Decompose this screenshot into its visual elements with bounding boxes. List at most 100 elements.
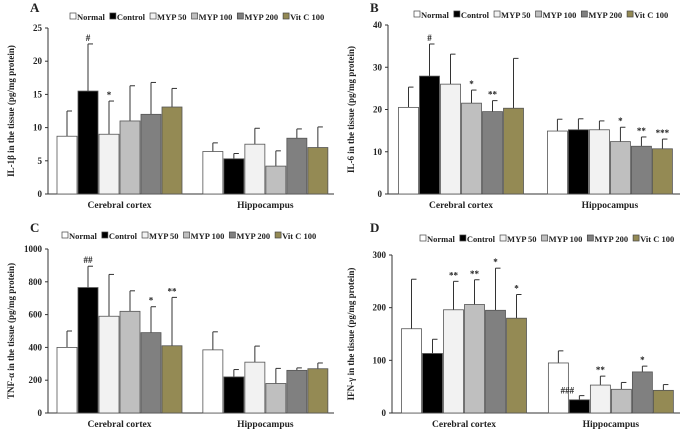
bar-control [422,353,443,414]
chart-b: B Normal Control MYP 50 MYP 100 MYP 200 Vit C … [346,0,680,211]
bar-myp-100 [265,165,287,195]
bar-normal [401,328,422,414]
legend-swatch [413,10,421,18]
bar-myp-50 [244,361,266,414]
legend-label: Vit C 100 [640,234,674,244]
legend-swatch [493,10,501,18]
panel-label: C [30,220,39,235]
x-category-label: Cerebral cortex [88,420,152,430]
bar-myp-100 [119,310,141,414]
legend-swatch [69,12,77,20]
x-category-label: Hippocampus [237,201,294,211]
bar-myp-100 [610,388,632,414]
y-axis-label: IL-6 in the tissue (pg/mg protein) [346,46,356,173]
bar-vit-c-100 [307,147,329,195]
significance-marker: ### [561,386,575,396]
y-tick-label: 30 [373,62,383,72]
bar-myp-100 [119,120,141,195]
bar-myp-100 [461,102,482,195]
y-axis-label: IL-1β in the tissue (pg/mg protein) [6,45,16,177]
bar-myp-100 [610,141,631,195]
legend-swatch [282,12,290,20]
y-tick-label: 400 [29,342,43,352]
bar-myp-50 [98,315,120,414]
bar-control [568,399,590,414]
bar-myp-200 [482,111,503,195]
legend-swatch [535,10,542,18]
bar-control [77,287,99,414]
legend-label: Control [461,10,490,20]
significance-marker: ** [488,90,498,100]
legend-label: Normal [421,10,449,20]
legend-label: MYP 100 [191,231,225,241]
legend-label: Vit C 100 [282,231,316,241]
bar-vit-c-100 [161,345,183,414]
y-tick-label: 20 [33,56,43,66]
bar-normal [202,151,224,195]
bar-normal [56,347,78,414]
legend-label: Vit C 100 [290,12,324,22]
significance-marker: ** [596,365,606,375]
bar-normal [56,135,78,195]
legend-swatch [236,12,244,20]
legend-label: Normal [77,12,105,22]
chart-a: A Normal Control MYP 50 MYP 100 MYP 200 Vit C … [6,0,334,211]
legend-label: MYP 100 [199,12,233,22]
chart-c: C Normal Control MYP 50 MYP 100 MYP 200 Vit C … [6,220,334,430]
y-tick-label: 0 [38,189,43,199]
legend-label: MYP 200 [594,234,628,244]
legend-swatch [586,234,594,242]
x-category-label: Hippocampus [237,420,294,430]
legend-swatch [183,231,190,239]
legend-swatch [149,12,157,20]
bar-vit-c-100 [652,389,674,414]
y-axis-label: TNF-α in the tissue (pg/mg protein) [6,263,16,399]
bar-normal [398,106,419,195]
panel-label: B [370,0,379,15]
legend-swatch [61,231,69,239]
y-tick-label: 25 [33,23,43,33]
legend-label: MYP 50 [501,10,531,20]
y-tick-label: 100 [373,355,387,365]
legend-swatch [101,231,109,239]
bar-control [568,129,589,195]
significance-marker: * [514,284,519,294]
panel-a: A Normal Control MYP 50 MYP 100 MYP 200 Vit C … [0,0,344,217]
legend-swatch [626,10,634,18]
legend-swatch [141,231,149,239]
bar-myp-50 [589,129,610,195]
significance-marker: ** [168,286,178,296]
panel-c: C Normal Control MYP 50 MYP 100 MYP 200 Vit C … [0,220,344,434]
bar-vit-c-100 [652,148,673,195]
bar-vit-c-100 [506,317,527,414]
y-tick-label: 5 [38,156,43,166]
legend-label: MYP 50 [149,231,179,241]
bar-myp-50 [98,133,120,195]
legend-swatch [499,234,507,242]
bar-myp-50 [443,309,464,414]
y-tick-label: 1000 [24,244,43,254]
significance-marker: ** [637,126,647,136]
bar-vit-c-100 [503,107,524,195]
significance-marker: * [469,79,474,89]
y-tick-label: 15 [33,89,43,99]
y-tick-label: 600 [29,310,43,320]
y-tick-label: 200 [29,375,43,385]
legend-swatch [453,10,461,18]
bar-myp-100 [464,304,485,414]
bar-vit-c-100 [161,106,183,195]
x-category-label: Hippocampus [583,420,640,430]
legend-swatch [541,234,548,242]
y-tick-label: 300 [373,250,387,260]
bar-myp-50 [244,143,266,195]
y-tick-label: 40 [373,20,383,30]
legend-swatch [419,234,427,242]
significance-marker: * [640,355,645,365]
bar-normal [547,362,569,414]
significance-marker: ** [449,270,459,280]
bar-myp-200 [631,371,653,414]
legend-swatch [228,231,236,239]
bar-control [223,376,245,414]
legend-label: MYP 100 [543,10,577,20]
